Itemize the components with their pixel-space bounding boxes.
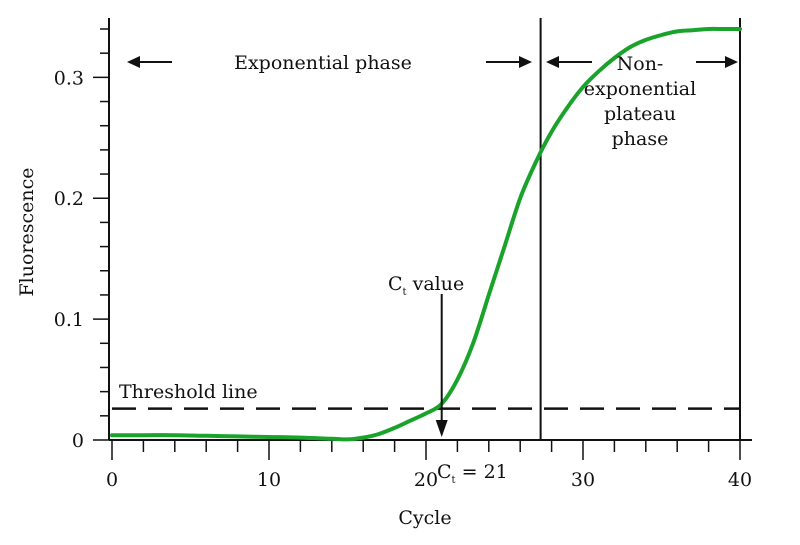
plateau-label-line-3: plateau (604, 103, 676, 125)
x-axis-title: Cycle (398, 507, 451, 529)
x-tick-label: 40 (728, 469, 752, 491)
x-tick-label: 20 (414, 469, 438, 491)
y-tick-labels: 0 0.1 0.2 0.3 (54, 67, 84, 452)
y-tick-label: 0.3 (54, 67, 84, 89)
y-tick-label: 0.1 (54, 309, 84, 331)
y-axis-title: Fluorescence (16, 167, 38, 296)
x-ticks (111, 440, 741, 460)
ct-value-label: Ct value (388, 273, 464, 298)
x-tick-label: 10 (257, 469, 281, 491)
x-tick-labels: 0 10 20 30 40 (106, 469, 752, 491)
plateau-label-line-1: Non- (617, 53, 664, 75)
amplification-curve (110, 26, 742, 442)
x-tick-label: 0 (106, 469, 118, 491)
threshold-label: Threshold line (119, 381, 258, 403)
ct-equation-label: Ct = 21 (437, 461, 508, 486)
exponential-left-arrow (127, 56, 172, 68)
x-tick-label: 30 (571, 469, 595, 491)
plateau-label-line-2: exponential (584, 78, 696, 100)
ct-arrow (435, 294, 448, 437)
plateau-left-arrow (546, 56, 592, 68)
y-ticks (93, 28, 109, 441)
plateau-label-line-4: phase (612, 128, 669, 150)
axes (108, 18, 752, 441)
exponential-phase-label: Exponential phase (234, 52, 412, 74)
plateau-right-arrow (696, 56, 738, 68)
phase-arrows (127, 56, 738, 68)
y-tick-label: 0 (72, 430, 84, 452)
exponential-right-arrow (486, 56, 532, 68)
plateau-phase-label: Non- exponential plateau phase (584, 53, 696, 150)
y-tick-label: 0.2 (54, 188, 84, 210)
